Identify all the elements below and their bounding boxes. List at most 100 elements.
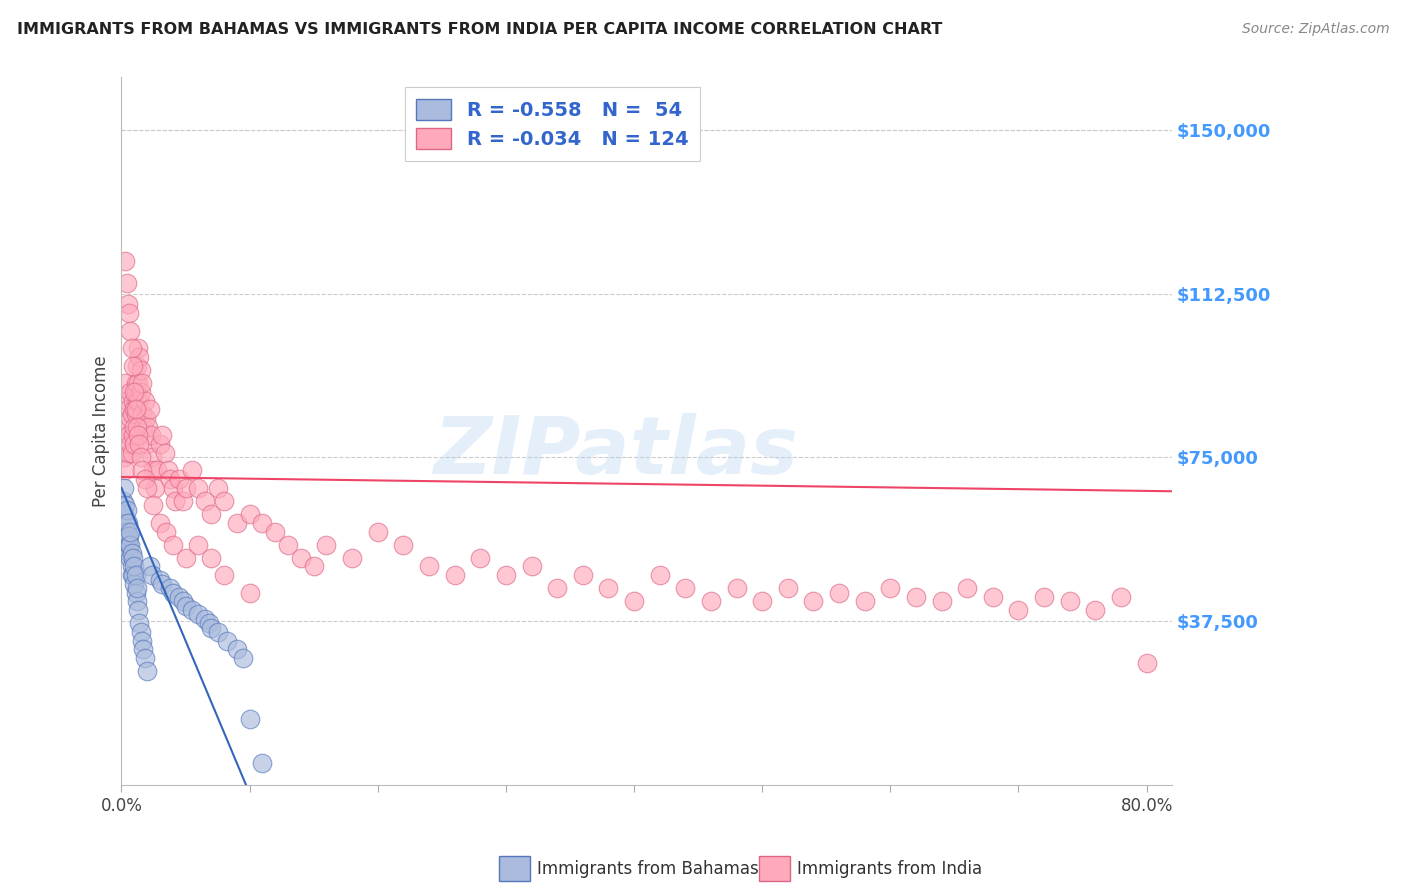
Point: [181, 603, 204, 617]
Point: [146, 463, 169, 477]
Point: [264, 524, 287, 539]
Point: [138, 402, 160, 417]
Point: [1109, 590, 1132, 604]
Point: [725, 582, 748, 596]
Point: [129, 384, 152, 399]
Point: [141, 450, 163, 465]
Point: [879, 582, 901, 596]
Point: [207, 624, 229, 639]
Point: [252, 516, 274, 530]
Point: [128, 350, 150, 364]
Point: [174, 481, 197, 495]
Point: [152, 577, 174, 591]
Point: [117, 533, 139, 548]
Point: [751, 594, 773, 608]
Point: [122, 359, 145, 373]
Text: Immigrants from Bahamas: Immigrants from Bahamas: [537, 860, 759, 878]
Point: [121, 546, 143, 560]
Point: [114, 463, 136, 477]
Legend: R = -0.558   N =  54, R = -0.034   N = 124: R = -0.558 N = 54, R = -0.034 N = 124: [405, 87, 700, 161]
Point: [132, 419, 155, 434]
Point: [122, 568, 145, 582]
Text: IMMIGRANTS FROM BAHAMAS VS IMMIGRANTS FROM INDIA PER CAPITA INCOME CORRELATION C: IMMIGRANTS FROM BAHAMAS VS IMMIGRANTS FR…: [17, 22, 942, 37]
Point: [167, 590, 190, 604]
Point: [546, 582, 568, 596]
Point: [136, 665, 159, 679]
Point: [111, 494, 134, 508]
Point: [648, 568, 671, 582]
Point: [139, 428, 162, 442]
Point: [118, 428, 141, 442]
Point: [981, 590, 1004, 604]
Point: [117, 297, 139, 311]
Point: [121, 559, 143, 574]
Point: [673, 582, 696, 596]
Point: [127, 603, 149, 617]
Point: [124, 407, 146, 421]
Point: [239, 585, 262, 599]
Point: [121, 446, 143, 460]
Point: [181, 463, 204, 477]
Point: [118, 446, 141, 460]
Point: [162, 585, 184, 599]
Point: [114, 253, 136, 268]
Point: [121, 407, 143, 421]
Point: [418, 559, 440, 574]
Point: [252, 756, 274, 770]
Point: [131, 407, 153, 421]
Point: [700, 594, 723, 608]
Point: [239, 712, 262, 726]
Point: [225, 642, 247, 657]
Text: Source: ZipAtlas.com: Source: ZipAtlas.com: [1241, 22, 1389, 37]
Point: [200, 507, 222, 521]
Point: [149, 437, 172, 451]
Point: [1059, 594, 1081, 608]
Point: [124, 568, 146, 582]
Point: [200, 621, 222, 635]
Point: [122, 550, 145, 565]
Point: [120, 411, 142, 425]
Point: [129, 363, 152, 377]
Point: [392, 538, 415, 552]
Point: [162, 481, 184, 495]
Point: [122, 437, 145, 451]
Point: [125, 393, 148, 408]
Point: [127, 341, 149, 355]
Point: [122, 428, 145, 442]
Point: [143, 481, 166, 495]
Point: [156, 463, 179, 477]
Point: [120, 524, 142, 539]
Point: [121, 568, 143, 582]
Point: [212, 494, 235, 508]
Point: [187, 538, 209, 552]
Point: [118, 529, 141, 543]
Point: [225, 516, 247, 530]
Point: [623, 594, 645, 608]
Point: [129, 624, 152, 639]
Text: ZIPatlas: ZIPatlas: [433, 413, 797, 491]
Point: [115, 393, 138, 408]
Point: [172, 594, 194, 608]
Point: [115, 428, 138, 442]
Point: [131, 633, 153, 648]
Point: [167, 472, 190, 486]
Point: [122, 419, 145, 434]
Point: [121, 341, 143, 355]
Point: [1136, 656, 1159, 670]
Point: [931, 594, 953, 608]
Point: [172, 494, 194, 508]
Point: [120, 437, 142, 451]
Point: [598, 582, 620, 596]
Point: [290, 550, 312, 565]
Point: [134, 472, 156, 486]
Point: [141, 568, 163, 582]
Point: [159, 582, 181, 596]
Point: [495, 568, 517, 582]
Point: [131, 463, 153, 477]
Point: [828, 585, 851, 599]
Point: [142, 463, 165, 477]
Point: [115, 524, 138, 539]
Point: [131, 376, 153, 390]
Point: [117, 402, 139, 417]
Point: [125, 582, 148, 596]
